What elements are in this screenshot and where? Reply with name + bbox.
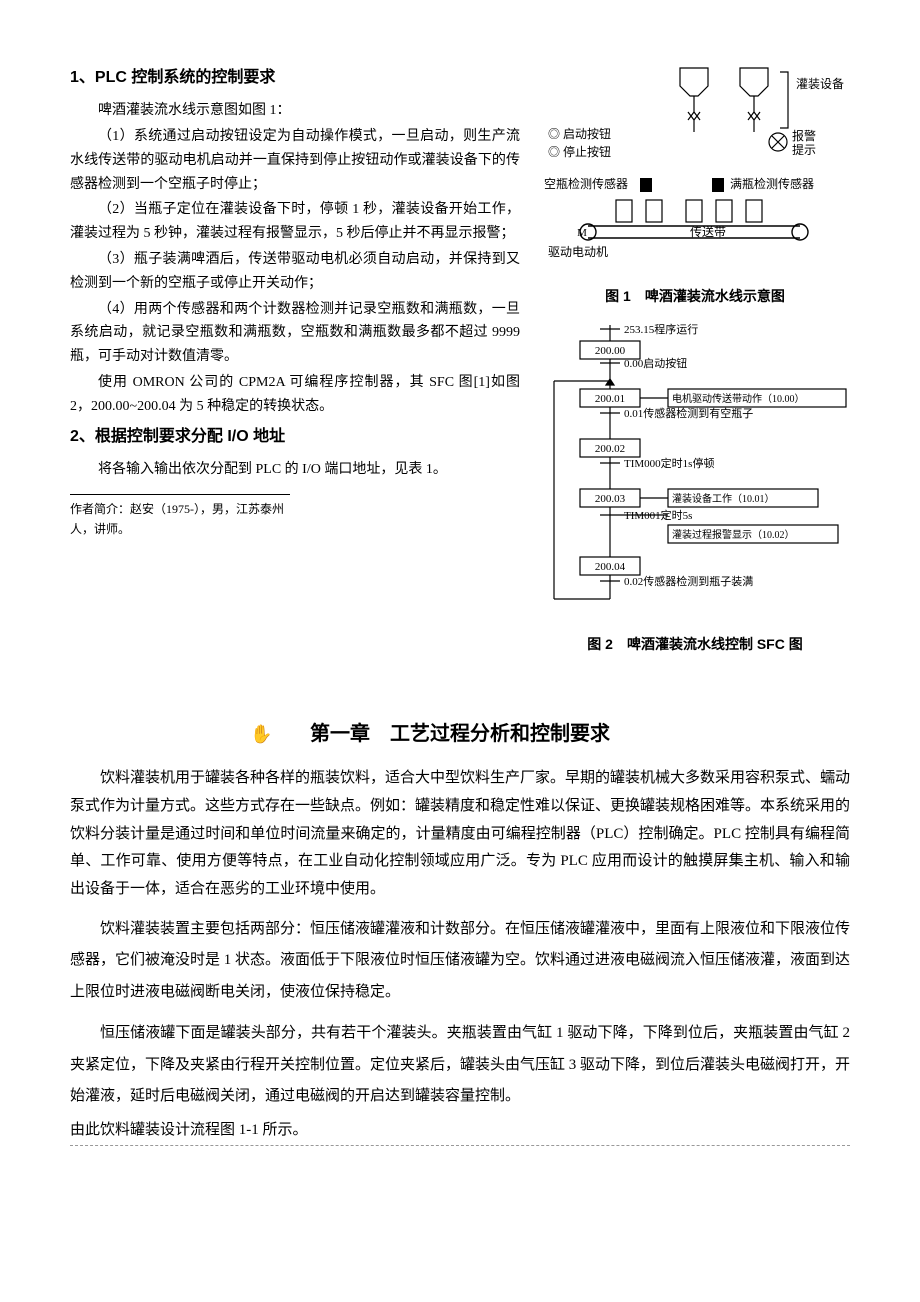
sfc-s3-note: 灌装设备工作（10.01）: [672, 492, 775, 505]
empty-sensor-block: [640, 178, 652, 192]
figure-1: 灌装设备 ◎ 启动按钮 ◎ 停止按钮 报警 提示 空瓶检测传感器: [540, 60, 850, 309]
section2-title: 2、根据控制要求分配 I/O 地址: [70, 423, 520, 450]
fig1-motor-label: 驱动电动机: [548, 245, 608, 259]
chapter-p1: 饮料灌装机用于罐装各种各样的瓶装饮料，适合大中型饮料生产厂家。早期的罐装机械大多…: [70, 765, 850, 904]
sfc-s1-note: 电机驱动传送带动作（10.00）: [672, 392, 805, 405]
fig1-full-sensor: 满瓶检测传感器: [730, 176, 814, 191]
hand-cursor-icon: ✋: [250, 719, 272, 750]
chapter-p2: 饮料灌装装置主要包括两部分：恒压储液罐灌液和计数部分。在恒压储液罐灌液中，里面有…: [70, 914, 850, 1009]
section1-title: 1、PLC 控制系统的控制要求: [70, 64, 520, 91]
figure1-svg: 灌装设备 ◎ 启动按钮 ◎ 停止按钮 报警 提示 空瓶检测传感器: [540, 60, 850, 270]
fig1-empty-sensor: 空瓶检测传感器: [544, 176, 628, 191]
chapter-p4: 由此饮料罐装设计流程图 1-1 所示。: [70, 1117, 850, 1146]
fig1-stop-btn: ◎ 停止按钮: [548, 144, 611, 159]
full-sensor-block: [712, 178, 724, 192]
sfc-s2: 200.02: [595, 443, 625, 455]
section1-item5: 使用 OMRON 公司的 CPM2A 可编程序控制器，其 SFC 图[1]如图 …: [70, 371, 520, 419]
sfc-s4: 200.04: [595, 561, 626, 573]
fig1-alarm2: 提示: [792, 142, 816, 157]
section1-item3: （3）瓶子装满啤酒后，传送带驱动电机必须自动启动，并保持到又检测到一个新的空瓶子…: [70, 248, 520, 296]
right-column: 灌装设备 ◎ 启动按钮 ◎ 停止按钮 报警 提示 空瓶检测传感器: [540, 60, 850, 667]
figure2-svg: 253.15程序运行 200.00 0.00启动按钮 200.01 电机驱动传送…: [540, 319, 850, 619]
section1-item4: （4）用两个传感器和两个计数器检测并记录空瓶数和满瓶数，一旦系统启动，就记录空瓶…: [70, 298, 520, 369]
section1-intro: 啤酒灌装流水线示意图如图 1：: [70, 99, 520, 123]
sfc-t3: TIM001定时5s: [624, 508, 692, 522]
chapter-title: 第一章 工艺过程分析和控制要求: [310, 723, 610, 745]
chapter-title-row: ✋ 第一章 工艺过程分析和控制要求: [70, 717, 850, 751]
sfc-t-run: 253.15程序运行: [624, 322, 698, 336]
fig1-alarm1: 报警: [792, 128, 816, 143]
section1-item2: （2）当瓶子定位在灌装设备下时，停顿 1 秒，灌装设备开始工作，灌装过程为 5 …: [70, 198, 520, 246]
fig1-motor-m: M: [577, 227, 587, 239]
sfc-s3: 200.03: [595, 493, 626, 505]
left-column: 1、PLC 控制系统的控制要求 啤酒灌装流水线示意图如图 1： （1）系统通过启…: [70, 60, 520, 667]
sfc-t1: 0.01传感器检测到有空瓶子: [624, 406, 753, 420]
document-root: 1、PLC 控制系统的控制要求 啤酒灌装流水线示意图如图 1： （1）系统通过启…: [70, 60, 850, 1146]
figure-2: 253.15程序运行 200.00 0.00启动按钮 200.01 电机驱动传送…: [540, 319, 850, 658]
fig1-start-btn: ◎ 启动按钮: [548, 126, 611, 141]
section1-item1: （1）系统通过启动按钮设定为自动操作模式，一旦启动，则生产流水线传送带的驱动电机…: [70, 125, 520, 196]
sfc-t0: 0.00启动按钮: [624, 356, 687, 370]
fig1-equip-label: 灌装设备: [796, 77, 844, 91]
author-note: 作者简介：赵安（1975-），男，江苏泰州人，讲师。: [70, 494, 290, 540]
section2-para: 将各输入输出依次分配到 PLC 的 I/O 端口地址，见表 1。: [70, 458, 520, 482]
sfc-t4: 0.02传感器检测到瓶子装满: [624, 574, 753, 588]
sfc-t2: TIM000定时1s停顿: [624, 456, 714, 470]
figure1-caption: 图 1 啤酒灌装流水线示意图: [540, 285, 850, 309]
chapter-p3: 恒压储液罐下面是罐装头部分，共有若干个灌装头。夹瓶装置由气缸 1 驱动下降，下降…: [70, 1018, 850, 1113]
sfc-s1: 200.01: [595, 393, 625, 405]
top-two-column: 1、PLC 控制系统的控制要求 啤酒灌装流水线示意图如图 1： （1）系统通过启…: [70, 60, 850, 667]
figure2-caption: 图 2 啤酒灌装流水线控制 SFC 图: [540, 633, 850, 657]
sfc-t3-note: 灌装过程报警显示（10.02）: [672, 528, 795, 541]
sfc-s0: 200.00: [595, 345, 626, 357]
fig1-belt-label: 传送带: [690, 224, 726, 239]
